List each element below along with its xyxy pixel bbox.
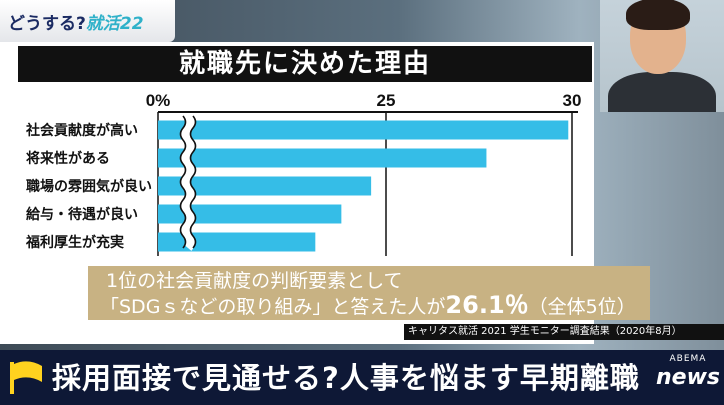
category-label-0: 社会貢献度が高い [25, 122, 138, 139]
presenter-video [600, 0, 724, 112]
category-label-1: 将来性がある [26, 150, 110, 167]
headline-bar [0, 350, 724, 405]
bar-4 [158, 232, 316, 252]
bar-2 [158, 176, 372, 196]
x-tick-label-0: 0% [146, 91, 171, 110]
abema-news-logo: ABEMA news [655, 353, 721, 401]
bar-chart: 0% 25 30 社会貢献度が高い将来性がある職場の雰囲気が良い給与・待遇が良い福利厚… [25, 91, 582, 256]
corner-title-prefix: どうする? [8, 14, 86, 34]
callout-box: 1位の社会貢献度の判断要素として 「SDGｓなどの取り組み」と答えた人が26.1… [88, 266, 650, 320]
logo-bottom-text: news [655, 365, 720, 390]
callout-line-2: 「SDGｓなどの取り組み」と答えた人が26.1％（全体5位） [100, 293, 636, 319]
bar-0 [158, 120, 569, 140]
axis-break-band [181, 113, 195, 251]
callout-highlight-value: 26.1％ [445, 291, 529, 319]
category-label-4: 福利厚生が充実 [25, 234, 124, 251]
presenter-torso [608, 72, 716, 112]
category-label-3: 給与・待遇が良い [26, 206, 138, 223]
corner-title: どうする?就活22 [8, 9, 144, 34]
flag-icon [10, 361, 42, 394]
headline-text: 採用面接で見通せる?人事を悩ます早期離職 [52, 361, 640, 395]
callout-rank-note: （全体5位） [528, 296, 636, 318]
source-caption: キャリタス就活 2021 学生モニター調査結果（2020年8月） [404, 324, 724, 340]
program-corner-label: どうする?就活22 [0, 0, 175, 42]
category-label-2: 職場の雰囲気が良い [26, 178, 152, 195]
callout-line-1: 1位の社会貢献度の判断要素として [106, 270, 403, 292]
bar-1 [158, 148, 487, 168]
bar-3 [158, 204, 342, 224]
axis-break-line-right [189, 115, 197, 249]
presenter-hair [626, 0, 690, 30]
x-tick-label-1: 25 [377, 91, 396, 110]
x-tick-label-2: 30 [563, 91, 582, 110]
axis-break-line-left [179, 115, 187, 249]
corner-title-accent: 就活22 [85, 14, 144, 34]
logo-top-text: ABEMA [669, 354, 707, 364]
callout-line-2-text: 「SDGｓなどの取り組み」と答えた人が [100, 296, 446, 318]
chart-title: 就職先に決めた理由 [18, 46, 592, 82]
